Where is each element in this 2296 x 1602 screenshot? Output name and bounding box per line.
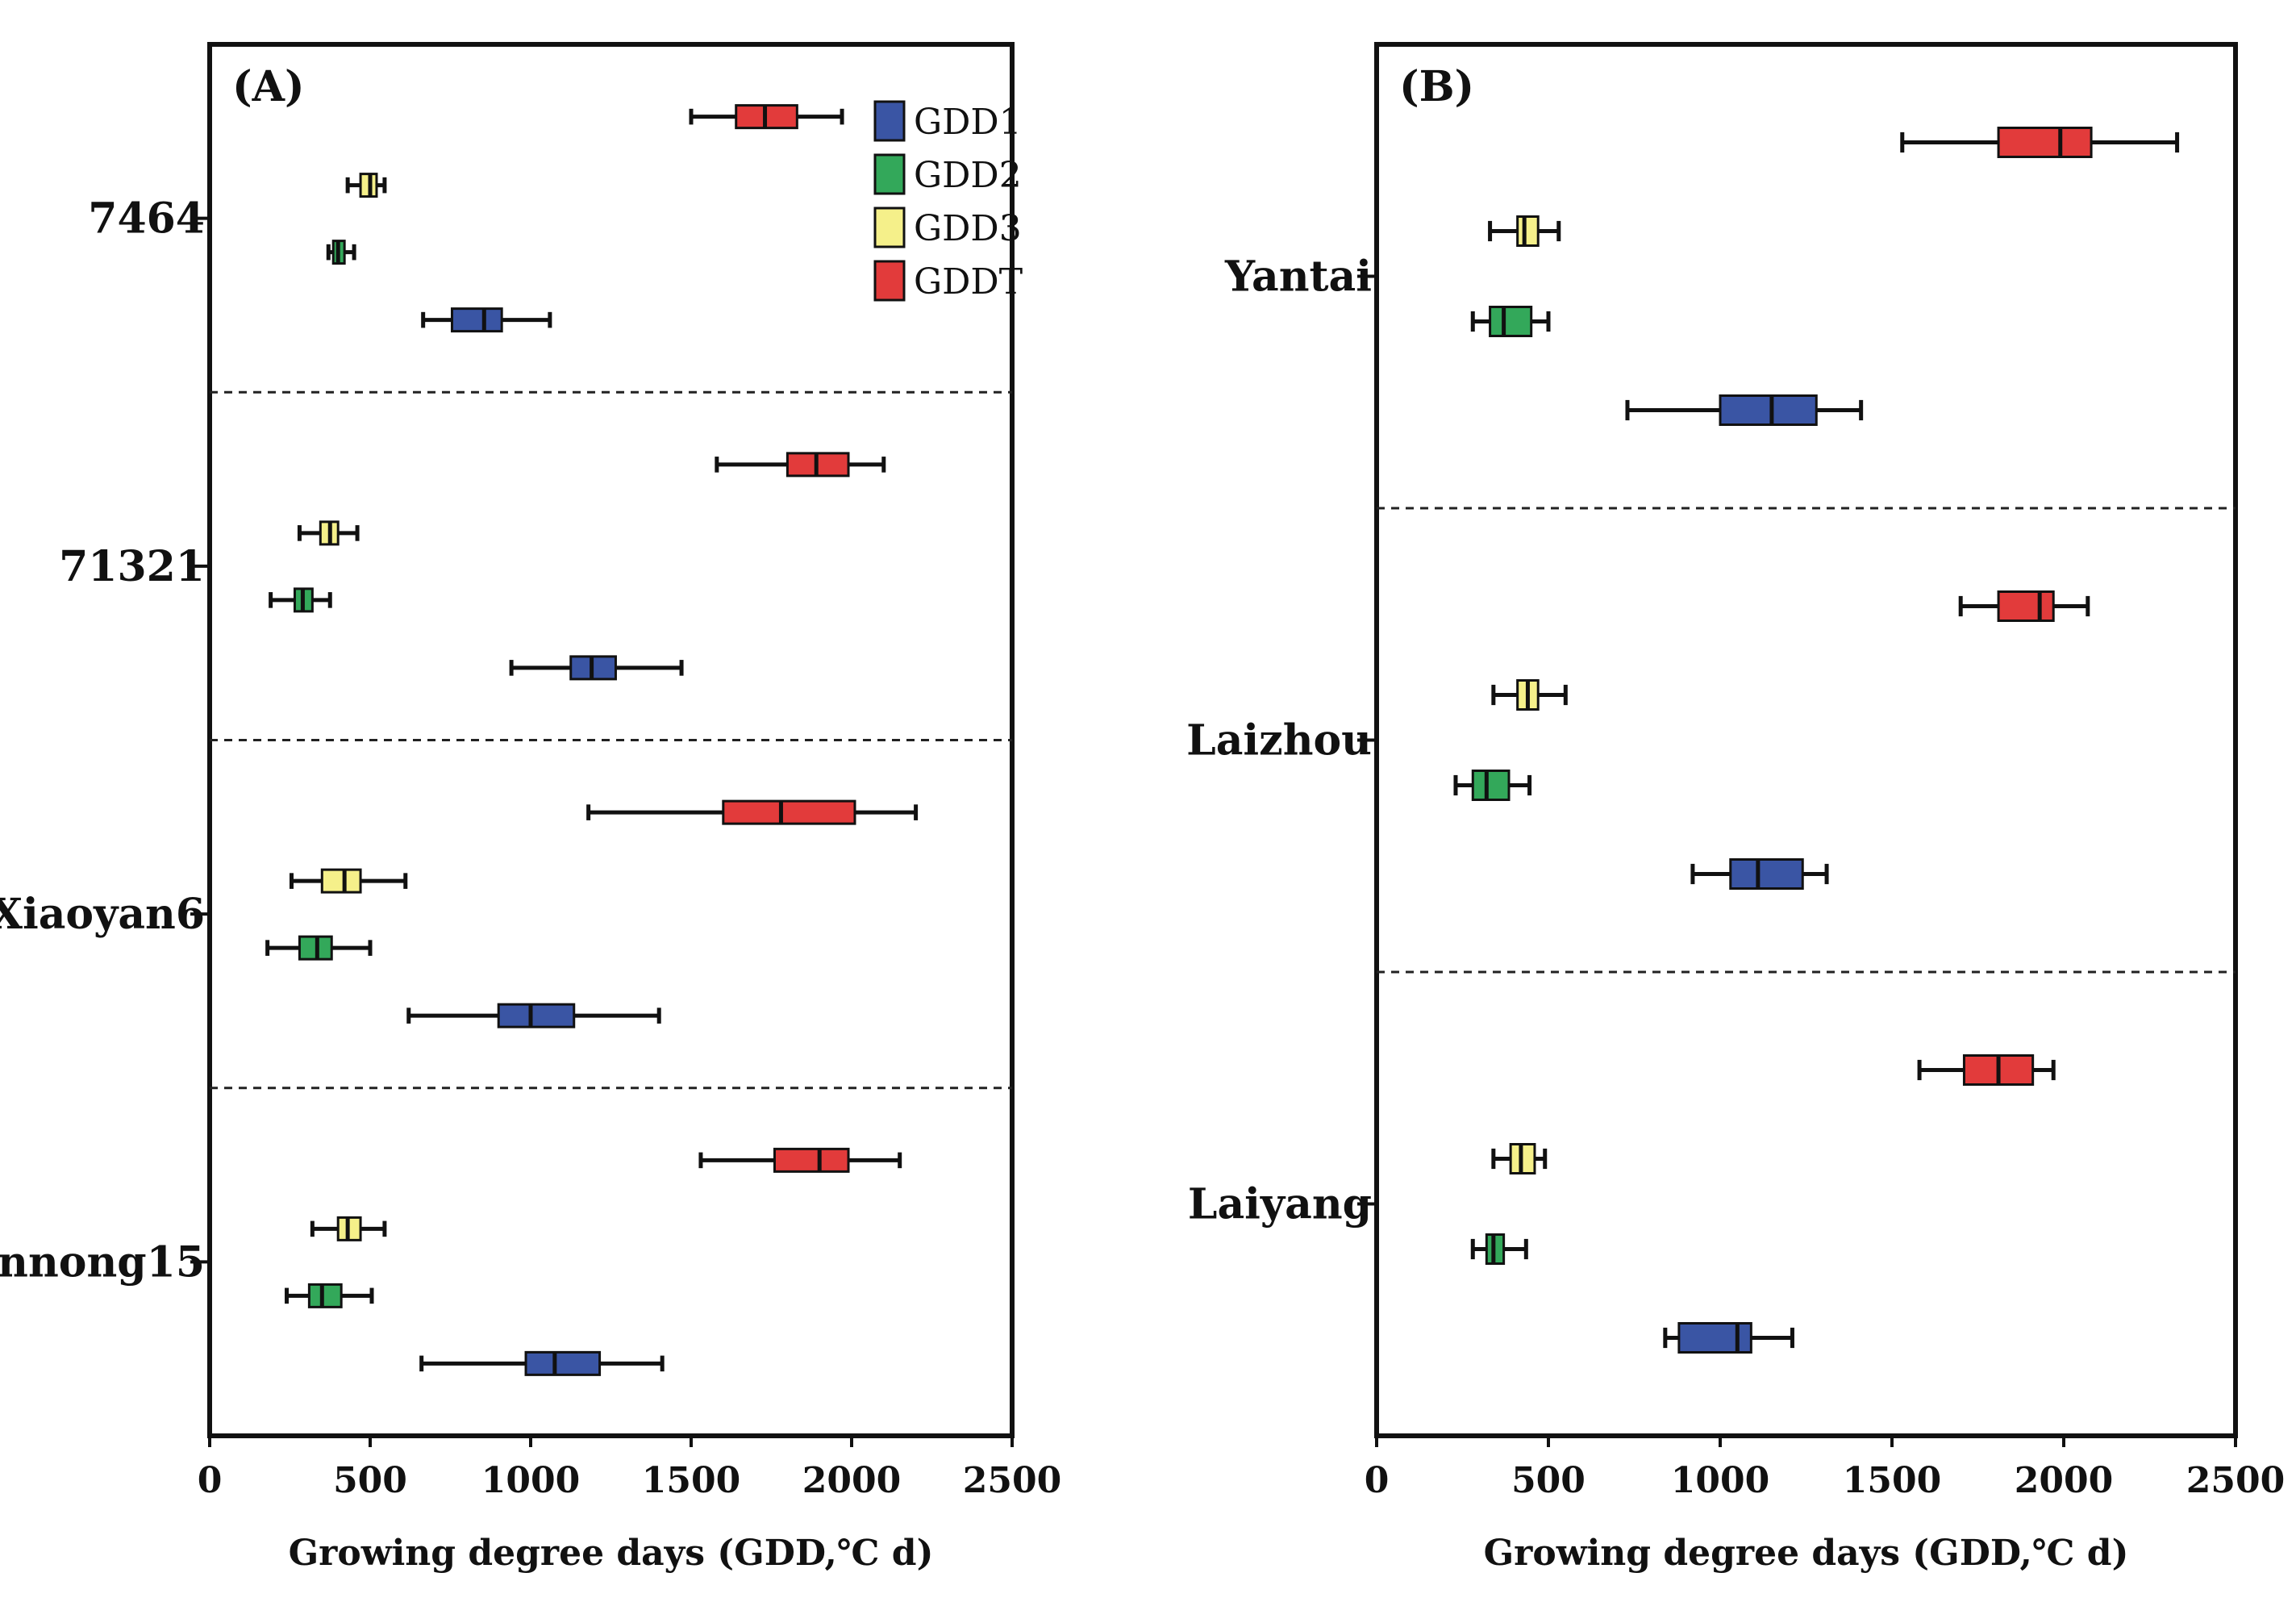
iqr-box: [722, 799, 856, 825]
boxplot-gdd1: [419, 1350, 665, 1376]
x-tick-label: 1000: [481, 1460, 580, 1501]
boxplot-gddt: [689, 104, 844, 130]
boxplot-gdd2: [1470, 1233, 1528, 1265]
category-label: 71321: [59, 542, 205, 591]
legend-swatch: [873, 260, 906, 302]
boxplot-gdd1: [421, 307, 552, 333]
boxplot-gddt: [1900, 127, 2180, 158]
boxplot-gdd2: [1453, 770, 1532, 801]
x-axis-label: Growing degree days (GDD,℃ d): [289, 1533, 934, 1574]
x-tick-label: 2500: [2186, 1460, 2285, 1501]
x-tick-label: 500: [1511, 1460, 1586, 1501]
x-tick-label: 1000: [1671, 1460, 1769, 1501]
iqr-box: [1471, 770, 1511, 801]
category-label: Yantai: [1224, 252, 1372, 302]
boxplot-gddt: [586, 799, 919, 825]
category-label: Xiaoyan6: [0, 890, 205, 939]
boxplot-gdd3: [1491, 1143, 1548, 1174]
legend-swatch: [873, 100, 906, 142]
boxplot-gddt: [715, 452, 886, 478]
legend: GDD1 GDD2 GDD3 GDDT: [873, 100, 1023, 302]
legend-label: GDD3: [914, 208, 1022, 249]
iqr-box: [1729, 858, 1804, 890]
category-label: Laiyang: [1188, 1180, 1372, 1229]
boxplot-gdd1: [1625, 394, 1864, 426]
boxplot-gdd2: [285, 1283, 374, 1308]
chart-panel-a: (A) 0 500 1000 1500 2000 2500 Growing degree da…: [0, 42, 1061, 1574]
category-label: 7464: [88, 194, 205, 244]
plot-frame: [1374, 42, 2238, 1438]
iqr-box: [1516, 215, 1540, 247]
chart-panel-b: (B) 0 500 1000 1500 2000 2500 Growing degree da…: [1186, 42, 2285, 1574]
boxplot-gdd3: [297, 520, 360, 546]
legend-label: GDD1: [914, 102, 1022, 143]
iqr-box: [450, 307, 503, 333]
x-axis-label: Growing degree days (GDD,℃ d): [1484, 1533, 2129, 1574]
iqr-box: [524, 1350, 602, 1376]
boxplot-gdd1: [509, 655, 684, 681]
boxplot-gdd3: [345, 173, 387, 198]
boxplot-gdd3: [310, 1216, 387, 1241]
legend-swatch: [873, 207, 906, 248]
boxplot-gdd1: [406, 1003, 661, 1028]
x-tick-label: 0: [198, 1460, 223, 1501]
iqr-box: [1997, 127, 2093, 158]
x-tick-label: 2000: [2015, 1460, 2113, 1501]
iqr-box: [320, 868, 362, 894]
iqr-box: [497, 1003, 576, 1028]
iqr-box: [1997, 590, 2055, 622]
legend-swatch: [873, 153, 906, 195]
iqr-box: [1677, 1322, 1752, 1354]
x-tick-label: 2000: [802, 1460, 901, 1501]
panel-label: (B): [1399, 62, 1474, 111]
boxplot-gdd1: [1690, 858, 1829, 890]
iqr-box: [1719, 394, 1818, 426]
panel-label: (A): [232, 62, 305, 111]
category-label: Yannong15: [0, 1237, 205, 1287]
boxplot-gdd2: [326, 240, 356, 265]
boxplot-gddt: [698, 1147, 902, 1173]
boxplot-gdd3: [289, 868, 408, 894]
boxplot-gdd3: [1488, 215, 1561, 247]
x-tick-label: 500: [333, 1460, 407, 1501]
x-tick-label: 1500: [1843, 1460, 1941, 1501]
x-tick-label: 2500: [963, 1460, 1061, 1501]
boxplot-gdd2: [1470, 306, 1551, 337]
category-label: Laizhou: [1186, 716, 1372, 766]
boxplot-gdd2: [265, 935, 373, 961]
iqr-box: [773, 1147, 850, 1173]
legend-label: GDDT: [914, 261, 1023, 302]
boxplot-gdd1: [1663, 1322, 1794, 1354]
boxplot-gdd3: [1491, 679, 1568, 711]
boxplot-gdd2: [269, 587, 332, 613]
iqr-box: [1489, 306, 1533, 337]
x-tick-label: 1500: [642, 1460, 740, 1501]
boxplot-gddt: [1958, 590, 2090, 622]
iqr-box: [307, 1283, 343, 1308]
x-tick-label: 0: [1365, 1460, 1390, 1501]
boxplot-gddt: [1917, 1054, 2056, 1086]
legend-label: GDD2: [914, 155, 1022, 196]
